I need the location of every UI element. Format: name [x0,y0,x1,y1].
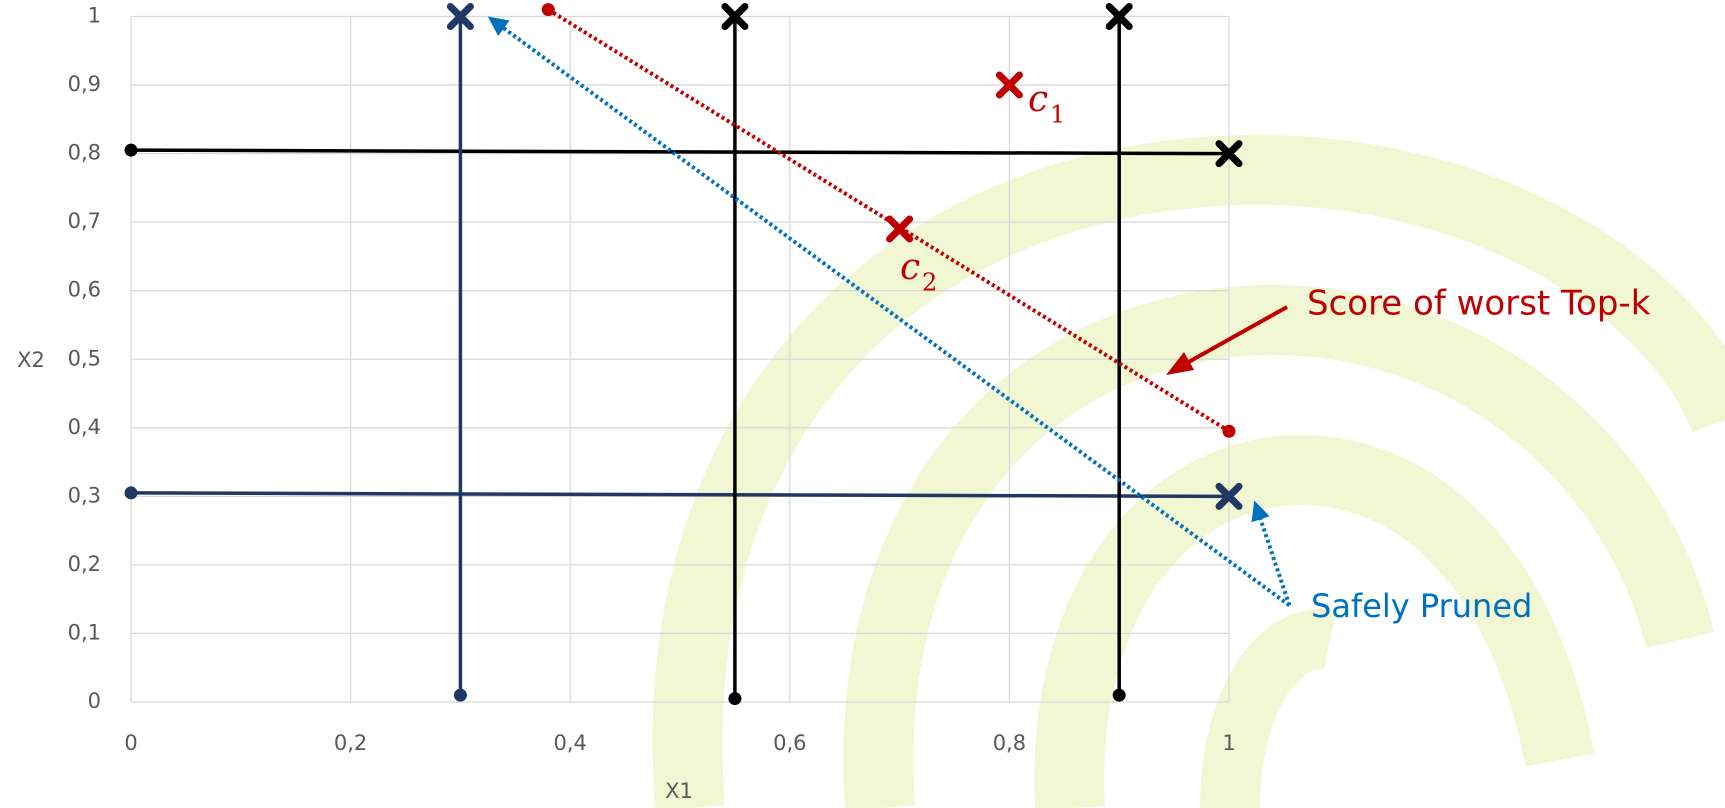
point [454,689,467,702]
y-tick-label: 0,3 [68,483,101,507]
y-tick-label: 0,2 [68,552,101,576]
point [125,486,138,499]
y-tick-label: 0,7 [68,209,101,233]
x-tick-label: 0,2 [334,731,367,755]
annotation-sub: 1 [1050,101,1065,129]
y-tick-label: 0,9 [68,72,101,96]
point [1113,689,1126,702]
annotation: Safely Pruned [1311,587,1532,625]
annotation: c [900,247,920,288]
x-tick-label: 0,4 [553,731,586,755]
y-tick-label: 0 [88,689,101,713]
annotation: c [1028,79,1048,120]
chart: X1 X2 c 1 c 2 Score of worst Top-k Safel… [0,0,1725,808]
y-axis-label: X2 [17,348,45,372]
x-tick-label: 0 [124,731,137,755]
annotation-c1: c 1 [1028,79,1065,129]
point [542,3,555,16]
x-axis-label: X1 [665,779,693,803]
point [125,144,138,157]
x-tick-label: 0,6 [773,731,806,755]
y-tick-label: 1 [88,4,101,28]
y-tick-label: 0,6 [68,278,101,302]
annotation-sub: 2 [922,269,937,297]
y-tick-label: 0,1 [68,620,101,644]
watermark [687,170,1725,808]
annotation: Score of worst Top-k [1307,284,1651,324]
x-tick-label: 0,8 [993,731,1026,755]
arrow-head [488,17,510,36]
y-tick-label: 0,4 [68,415,101,439]
point [1223,425,1236,438]
y-tick-label: 0,8 [68,141,101,165]
point [728,692,741,705]
x-tick-label: 1 [1222,731,1235,755]
y-tick-label: 0,5 [68,346,101,370]
